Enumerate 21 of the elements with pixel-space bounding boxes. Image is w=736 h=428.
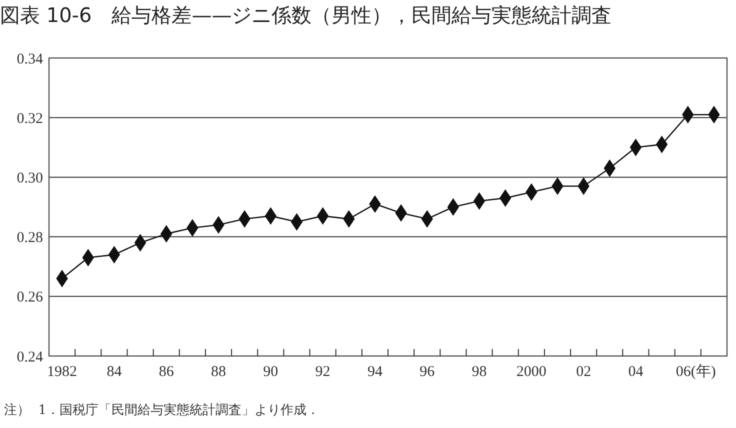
x-tick-label: 96 (420, 364, 436, 380)
x-tick-label: 1982 (47, 364, 78, 380)
y-tick-label: 0.26 (16, 290, 44, 306)
x-tick-label: 84 (106, 364, 122, 380)
y-tick-label: 0.24 (16, 349, 44, 366)
x-tick-label: 02 (576, 364, 592, 380)
x-tick-label: 92 (315, 364, 330, 380)
chart-title: 図表 10-6 給与格差——ジニ係数（男性），民間給与実態統計調査 (0, 3, 612, 27)
x-tick-label: 2000 (516, 364, 546, 380)
x-tick-label: 86 (158, 364, 174, 380)
y-tick-label: 0.32 (16, 110, 43, 127)
x-tick-label: 94 (367, 364, 383, 380)
y-tick-label: 0.34 (16, 51, 44, 68)
x-tick-label: 04 (628, 364, 644, 380)
y-tick-label: 0.28 (16, 230, 43, 246)
x-tick-label: 06(年) (676, 363, 716, 380)
y-tick-label: 0.30 (16, 170, 43, 186)
x-tick-label: 98 (472, 364, 487, 380)
x-tick-label: 88 (211, 364, 226, 380)
text: 注） 1．国税庁「民間給与実態統計調査」より作成． (4, 402, 320, 418)
x-tick-label: 90 (263, 364, 278, 380)
